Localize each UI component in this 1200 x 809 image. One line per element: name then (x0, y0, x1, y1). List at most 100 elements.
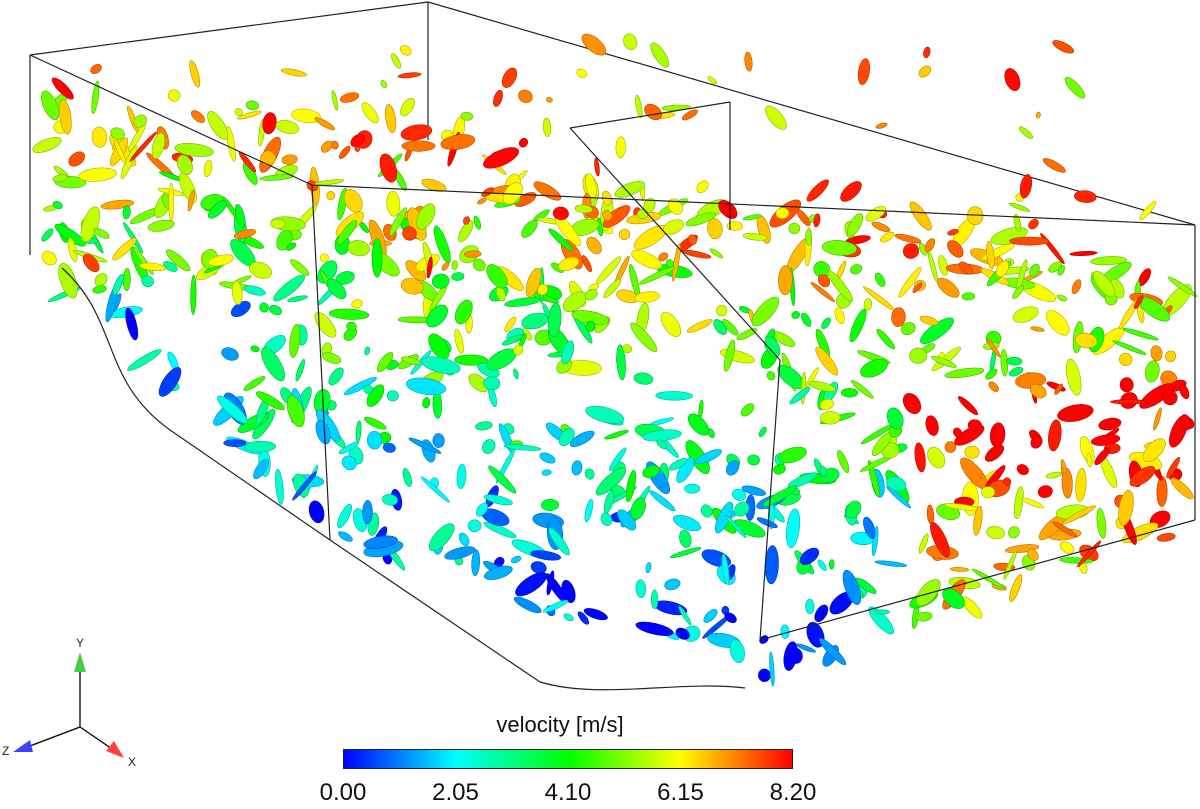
vortex-blob (875, 122, 888, 129)
vortex-blob (223, 439, 247, 448)
vortex-blob (362, 500, 373, 525)
vortex-blob (475, 421, 493, 431)
vortex-blob (176, 154, 193, 175)
vortex-blob (1028, 218, 1039, 230)
colorbar-tick-label: 4.10 (544, 779, 592, 806)
vortex-blob (54, 223, 86, 247)
vortex-blob (472, 258, 486, 272)
vortex-blob (585, 320, 596, 332)
vortex-blob (337, 503, 352, 529)
vortex-blob (707, 76, 717, 85)
vortex-blob (464, 250, 482, 258)
vortex-blob (876, 328, 895, 350)
vortex-blob (576, 68, 588, 78)
vortex-blob (456, 463, 467, 489)
vortex-blob (234, 204, 246, 228)
vortex-blob (158, 367, 182, 397)
vortex-blob (678, 605, 692, 626)
colorbar-tick-label: 0.00 (319, 779, 367, 806)
vortex-blob (686, 319, 713, 333)
vortex-blob (938, 255, 949, 276)
vortex-blob (850, 264, 863, 275)
vortex-blob (1029, 383, 1047, 399)
vortex-blob (865, 205, 887, 222)
vortex-blob (1057, 404, 1094, 422)
vortex-blob (709, 248, 724, 259)
vortex-blob (909, 347, 928, 364)
vortex-blob (428, 523, 455, 552)
vortex-blob (874, 560, 908, 567)
vortex-blob (1018, 126, 1034, 139)
vortex-blob (986, 526, 1005, 540)
vortex-blob (1098, 417, 1122, 431)
vortex-blob (820, 411, 841, 425)
vortex-blob (281, 154, 298, 165)
vortex-blob (93, 227, 110, 239)
vortex-blob (942, 588, 965, 609)
vortex-blob (931, 355, 957, 368)
vortex-blob (341, 455, 357, 471)
colorbar-tick-label: 6.15 (657, 779, 704, 806)
vortex-blob (672, 514, 702, 532)
vortex-blob (925, 415, 939, 436)
vortex-blob (577, 611, 590, 625)
z-axis-label: Z (2, 744, 10, 758)
vortex-blob (644, 103, 662, 121)
y-axis-arrow-icon (74, 652, 86, 672)
vortex-blob (92, 285, 107, 294)
vortex-blob (581, 255, 592, 273)
vortex-blob (1042, 158, 1066, 173)
vortex-blob (736, 328, 758, 341)
vortex-blob (454, 328, 464, 354)
vortex-blob (661, 104, 691, 111)
vortex-blob (769, 651, 775, 687)
vortex-blob (338, 531, 353, 542)
vortex-blob (269, 304, 282, 316)
vortex-blob (545, 97, 553, 103)
vortex-blob (813, 213, 821, 228)
vortex-blob (1069, 250, 1098, 257)
vortex-blob (400, 98, 415, 117)
vortex-blob (542, 599, 569, 613)
vortex-blob (801, 312, 812, 327)
vortex-blob (914, 611, 933, 622)
vortex-blob (707, 218, 723, 240)
vortex-blob (1179, 383, 1190, 400)
vortex-blob (163, 261, 178, 272)
vortex-blob (688, 234, 697, 245)
vortex-blob (440, 134, 476, 151)
vortex-blob (364, 346, 370, 356)
vortex-blob (1153, 407, 1162, 431)
vortex-blob (902, 393, 922, 414)
vortex-blob (255, 391, 285, 411)
vortex-blob (315, 419, 331, 445)
vortex-blob (244, 440, 276, 453)
vortex-blob (408, 437, 442, 454)
vortex-blob (331, 90, 339, 111)
vortex-blob (658, 252, 669, 262)
vortex-blob (819, 398, 834, 411)
vortex-blob (664, 578, 681, 591)
vortex-blob (751, 296, 780, 327)
vortex-blob (914, 442, 926, 473)
vortex-blob (667, 198, 684, 215)
vortex-blob (444, 546, 476, 560)
vortex-blob (586, 236, 602, 255)
vortex-blob (515, 572, 548, 597)
vortex-blob (537, 283, 549, 296)
vortex-blob (967, 419, 982, 432)
vortex-blob (51, 77, 74, 100)
vortex-blob (810, 281, 835, 302)
vortex-blob (426, 256, 433, 279)
vortex-blob (775, 207, 790, 219)
vortex-blob (261, 347, 286, 382)
vortex-blob (732, 488, 747, 501)
vortex-blob (1012, 306, 1039, 323)
vortex-blob (292, 471, 318, 501)
vortex-blob (112, 237, 137, 261)
vortex-blob (894, 233, 922, 244)
vortex-blob (981, 486, 995, 499)
vortex-blob (936, 277, 960, 298)
vortex-blob (432, 433, 445, 448)
vortex-blob (431, 273, 450, 289)
